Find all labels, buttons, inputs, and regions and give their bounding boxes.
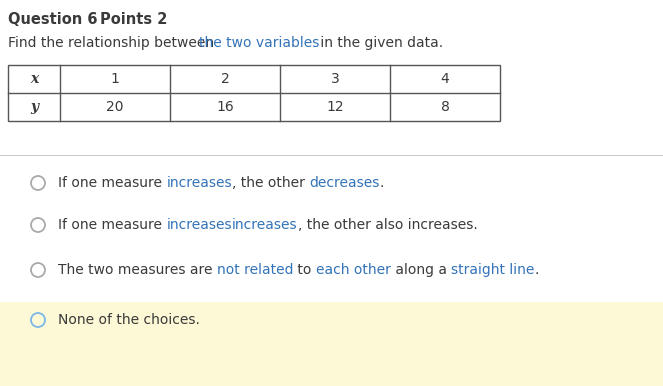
- Text: 3: 3: [331, 72, 339, 86]
- Text: 4: 4: [441, 72, 450, 86]
- Text: increases: increases: [166, 176, 232, 190]
- Text: each other: each other: [316, 263, 391, 277]
- Bar: [0, 302, 663, 386]
- Text: the two variables: the two variables: [199, 36, 320, 50]
- Text: Find the relationship between: Find the relationship between: [8, 36, 219, 50]
- Text: , the other: , the other: [232, 176, 309, 190]
- Text: along a: along a: [391, 263, 452, 277]
- Text: Question 6: Question 6: [8, 12, 97, 27]
- Text: If one measure: If one measure: [58, 176, 166, 190]
- Text: 2: 2: [221, 72, 229, 86]
- Text: .: .: [380, 176, 384, 190]
- Text: Points 2: Points 2: [100, 12, 167, 27]
- Text: 20: 20: [106, 100, 124, 114]
- Text: to: to: [293, 263, 316, 277]
- Text: 12: 12: [326, 100, 344, 114]
- Text: If one measure: If one measure: [58, 218, 166, 232]
- Text: .: .: [535, 263, 539, 277]
- Text: , the other also increases.: , the other also increases.: [298, 218, 477, 232]
- Text: decreases: decreases: [309, 176, 380, 190]
- Text: x: x: [30, 72, 38, 86]
- Text: 1: 1: [111, 72, 119, 86]
- Text: None of the choices.: None of the choices.: [58, 313, 200, 327]
- Text: increases: increases: [166, 218, 232, 232]
- Text: not related: not related: [217, 263, 293, 277]
- Text: 8: 8: [440, 100, 450, 114]
- Text: straight line: straight line: [452, 263, 535, 277]
- Bar: [8, 65, 500, 121]
- Text: in the given data.: in the given data.: [316, 36, 443, 50]
- Text: increases: increases: [232, 218, 298, 232]
- Text: 16: 16: [216, 100, 234, 114]
- Text: y: y: [30, 100, 38, 114]
- Text: The two measures are: The two measures are: [58, 263, 217, 277]
